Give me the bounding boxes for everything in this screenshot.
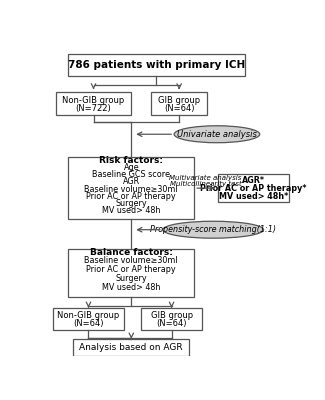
Text: GIB group: GIB group: [158, 96, 200, 105]
Text: Risk factors:: Risk factors:: [99, 156, 163, 165]
Text: Surgery: Surgery: [115, 199, 147, 208]
Text: (N=722): (N=722): [76, 104, 111, 113]
FancyBboxPatch shape: [68, 157, 194, 219]
Text: Age: Age: [124, 163, 139, 172]
Text: Surgery: Surgery: [115, 274, 147, 283]
FancyBboxPatch shape: [217, 174, 289, 202]
FancyBboxPatch shape: [56, 92, 131, 114]
Text: (N=64): (N=64): [73, 320, 104, 328]
Text: Baseline volume≥30ml: Baseline volume≥30ml: [84, 256, 178, 265]
Text: 786 patients with primary ICH: 786 patients with primary ICH: [68, 60, 245, 70]
FancyBboxPatch shape: [141, 308, 202, 330]
Text: GIB group: GIB group: [150, 312, 193, 320]
FancyBboxPatch shape: [68, 54, 245, 76]
Text: Balance factors:: Balance factors:: [90, 248, 173, 256]
Text: MV used> 48h: MV used> 48h: [102, 283, 161, 292]
Text: Univariate analysis: Univariate analysis: [177, 130, 257, 139]
Text: Non-GIB group: Non-GIB group: [62, 96, 125, 105]
Text: Prior AC or AP therapy*: Prior AC or AP therapy*: [200, 184, 307, 193]
Text: AGR: AGR: [123, 178, 140, 186]
Text: MV used> 48h*: MV used> 48h*: [219, 192, 288, 200]
Text: Prior AC or AP therapy: Prior AC or AP therapy: [86, 265, 176, 274]
Text: Prior AC or AP therapy: Prior AC or AP therapy: [86, 192, 176, 201]
Ellipse shape: [174, 126, 260, 143]
Text: (N=64): (N=64): [164, 104, 194, 113]
Text: Non-GIB group: Non-GIB group: [57, 312, 120, 320]
Text: Analysis based on AGR: Analysis based on AGR: [80, 343, 183, 352]
Text: Baseline GCS score: Baseline GCS score: [92, 170, 170, 179]
Text: AGR*: AGR*: [242, 176, 265, 185]
Text: Propensity-score matching(1:1): Propensity-score matching(1:1): [150, 225, 276, 234]
FancyBboxPatch shape: [53, 308, 124, 330]
FancyBboxPatch shape: [151, 92, 207, 114]
FancyBboxPatch shape: [73, 339, 189, 356]
Text: MV used> 48h: MV used> 48h: [102, 206, 161, 215]
Text: Multivariate analysis: Multivariate analysis: [169, 175, 242, 181]
FancyBboxPatch shape: [68, 249, 194, 297]
Text: Baseline volume≥30ml: Baseline volume≥30ml: [84, 185, 178, 194]
Text: (N=64): (N=64): [156, 320, 187, 328]
Text: Multicollinearity test: Multicollinearity test: [170, 181, 241, 188]
Ellipse shape: [163, 221, 264, 238]
